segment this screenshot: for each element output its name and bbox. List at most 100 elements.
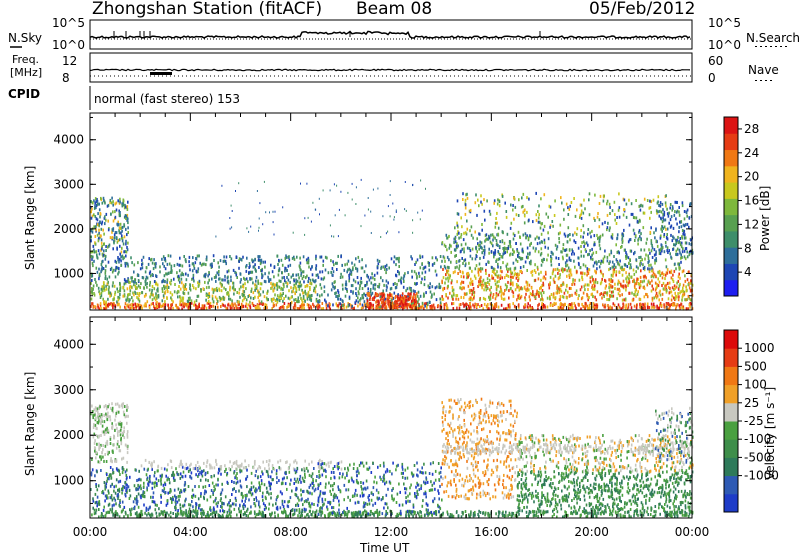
scatter-cell xyxy=(530,241,532,245)
scatter-cell xyxy=(111,236,114,240)
scatter-cell xyxy=(464,258,467,262)
scatter-cell xyxy=(158,305,160,309)
scatter-cell xyxy=(372,286,375,290)
scatter-cell xyxy=(593,512,596,516)
scatter-cell xyxy=(366,301,368,305)
scatter-cell xyxy=(196,254,199,258)
scatter-cell xyxy=(606,202,608,206)
scatter-cell xyxy=(487,306,489,310)
scatter-cell xyxy=(545,272,547,276)
y-tick-label: 3000 xyxy=(53,177,84,191)
scatter-cell xyxy=(668,221,670,225)
scatter-cell xyxy=(499,266,502,270)
scatter-cell xyxy=(357,304,359,308)
scatter-cell xyxy=(123,294,126,298)
scatter-cell xyxy=(487,237,490,241)
scatter-cell xyxy=(487,511,489,515)
scatter-cell xyxy=(117,238,120,242)
scatter-cell xyxy=(238,260,240,263)
scatter-cell xyxy=(600,512,602,516)
scatter-cell xyxy=(334,214,336,217)
scatter-cell xyxy=(126,296,129,300)
scatter-cell xyxy=(466,196,469,200)
scatter-cell xyxy=(160,511,163,515)
scatter-cell xyxy=(178,276,181,280)
scatter-cell xyxy=(351,511,353,515)
scatter-cell xyxy=(291,290,293,294)
scatter-cell xyxy=(636,219,639,223)
scatter-cell xyxy=(674,243,677,247)
scatter-cell xyxy=(111,230,113,234)
scatter-cell xyxy=(312,302,314,306)
scatter-cell xyxy=(312,201,314,204)
scatter-cell xyxy=(411,269,413,273)
scatter-cell xyxy=(320,510,322,514)
scatter-cell xyxy=(643,211,646,215)
scatter-cell xyxy=(674,514,676,518)
scatter-cell xyxy=(668,306,671,310)
scatter-cell xyxy=(277,298,279,302)
scatter-cell xyxy=(597,237,599,241)
scatter-cell xyxy=(178,285,180,288)
scatter-cell xyxy=(150,257,153,261)
scatter-cell xyxy=(235,304,237,308)
scatter-cell xyxy=(176,275,179,279)
scatter-cell xyxy=(124,250,127,254)
scatter-cell xyxy=(327,513,330,517)
scatter-cell xyxy=(392,282,395,286)
scatter-cell xyxy=(442,297,445,301)
scatter-cell xyxy=(278,299,281,303)
scatter-cell xyxy=(338,302,341,306)
scatter-cell xyxy=(151,298,154,302)
scatter-cell xyxy=(552,295,555,299)
scatter-cell xyxy=(125,239,127,243)
scatter-cell xyxy=(558,237,560,240)
scatter-cell xyxy=(596,305,598,309)
scatter-cell xyxy=(304,515,306,519)
scatter-cell xyxy=(340,255,342,259)
scatter-cell xyxy=(398,265,400,268)
scatter-cell xyxy=(491,274,493,278)
scatter-cell xyxy=(219,514,222,518)
scatter-cell xyxy=(307,256,310,260)
scatter-cell xyxy=(172,512,174,515)
scatter-cell xyxy=(306,182,308,185)
scatter-cell xyxy=(526,289,528,292)
scatter-cell xyxy=(665,303,668,307)
scatter-cell xyxy=(381,292,383,296)
scatter-cell xyxy=(456,212,459,216)
scatter-cell xyxy=(102,515,104,519)
scatter-cell xyxy=(140,510,142,514)
scatter-cell xyxy=(549,281,551,285)
scatter-cell xyxy=(288,258,291,262)
scatter-cell xyxy=(676,514,679,518)
scatter-cell xyxy=(286,305,288,309)
scatter-cell xyxy=(191,277,193,281)
scatter-cell xyxy=(101,247,103,251)
scatter-cell xyxy=(475,255,478,258)
scatter-cell xyxy=(369,513,372,517)
scatter-cell xyxy=(307,280,309,284)
scatter-cell xyxy=(137,279,140,282)
scatter-cell xyxy=(688,296,690,300)
scatter-cell xyxy=(170,278,173,282)
scatter-cell xyxy=(226,510,229,514)
scatter-cell xyxy=(646,295,649,299)
scatter-cell xyxy=(684,233,686,237)
scatter-cell xyxy=(682,283,685,287)
scatter-cell xyxy=(456,306,458,310)
scatter-cell xyxy=(425,302,428,306)
scatter-cell xyxy=(466,272,468,276)
scatter-cell xyxy=(507,274,510,278)
scatter-cell xyxy=(680,245,683,249)
scatter-cell xyxy=(534,263,536,267)
scatter-cell xyxy=(543,241,546,245)
scatter-cell xyxy=(599,269,602,273)
scatter-cell xyxy=(574,278,576,282)
scatter-cell xyxy=(474,201,477,205)
scatter-cell xyxy=(250,510,252,514)
scatter-cell xyxy=(96,199,99,203)
scatter-cell xyxy=(193,264,195,268)
scatter-cell xyxy=(558,298,561,302)
scatter-cell xyxy=(494,250,497,254)
